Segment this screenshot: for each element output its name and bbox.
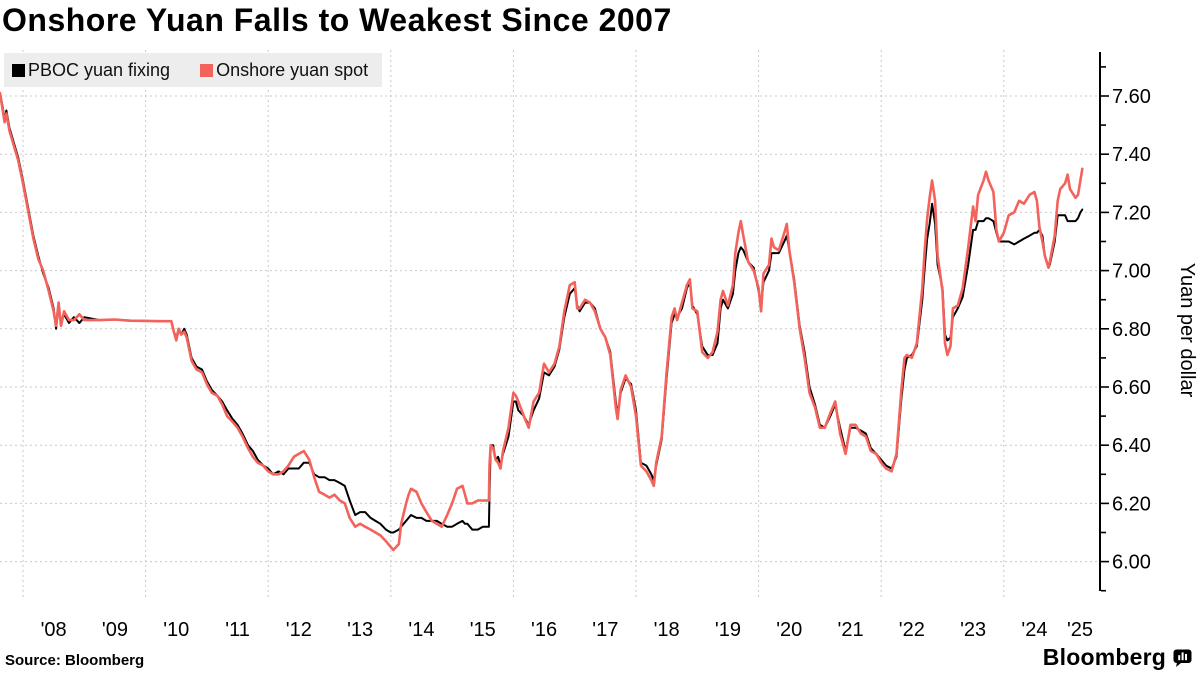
- svg-text:'15: '15: [470, 619, 496, 641]
- svg-text:6.40: 6.40: [1112, 435, 1151, 457]
- svg-text:'13: '13: [347, 619, 373, 641]
- legend-swatch-red-icon: [200, 63, 214, 77]
- svg-text:'21: '21: [838, 619, 864, 641]
- legend-label-pboc-fixing: PBOC yuan fixing: [28, 59, 171, 80]
- svg-text:6.60: 6.60: [1112, 377, 1151, 399]
- legend-label-onshore-spot: Onshore yuan spot: [216, 59, 369, 80]
- svg-text:6.00: 6.00: [1112, 552, 1151, 574]
- svg-text:'22: '22: [899, 619, 925, 641]
- bloomberg-brand: Bloomberg: [1043, 644, 1192, 671]
- source-note: Source: Bloomberg: [5, 652, 145, 669]
- svg-text:7.60: 7.60: [1112, 86, 1151, 108]
- svg-text:'24: '24: [1021, 619, 1047, 641]
- legend-item-onshore-spot: Onshore yuan spot: [200, 60, 368, 81]
- svg-text:7.40: 7.40: [1112, 144, 1151, 166]
- chart-legend: PBOC yuan fixing Onshore yuan spot: [4, 53, 383, 87]
- svg-text:'08: '08: [41, 619, 67, 641]
- svg-text:'09: '09: [102, 619, 128, 641]
- svg-text:'18: '18: [654, 619, 680, 641]
- svg-text:6.80: 6.80: [1112, 319, 1151, 341]
- svg-text:'17: '17: [592, 619, 618, 641]
- legend-swatch-black-icon: [12, 63, 25, 77]
- svg-text:'12: '12: [286, 619, 312, 641]
- svg-text:'10: '10: [163, 619, 189, 641]
- legend-item-pboc-fixing: PBOC yuan fixing: [12, 60, 170, 81]
- svg-text:Yuan per dollar: Yuan per dollar: [1176, 263, 1198, 398]
- chart-title: Onshore Yuan Falls to Weakest Since 2007: [2, 2, 672, 38]
- svg-text:'23: '23: [960, 619, 986, 641]
- svg-text:7.00: 7.00: [1112, 261, 1151, 283]
- svg-text:'25: '25: [1067, 619, 1093, 641]
- svg-text:'19: '19: [715, 619, 741, 641]
- svg-text:7.20: 7.20: [1112, 202, 1151, 224]
- svg-text:'16: '16: [531, 619, 557, 641]
- svg-text:'14: '14: [408, 619, 434, 641]
- svg-text:'20: '20: [776, 619, 802, 641]
- bloomberg-terminal-icon: [1173, 649, 1192, 667]
- bloomberg-wordmark: Bloomberg: [1042, 644, 1166, 670]
- svg-text:'11: '11: [225, 619, 250, 641]
- svg-text:6.20: 6.20: [1112, 493, 1151, 515]
